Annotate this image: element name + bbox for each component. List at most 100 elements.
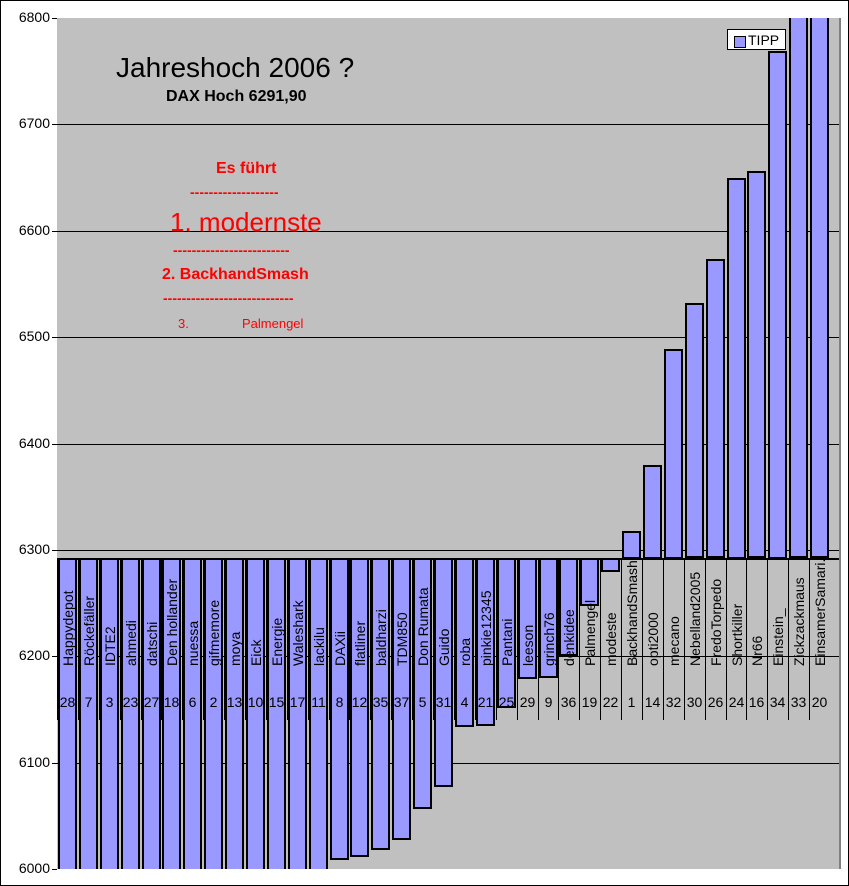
- category-divider: [141, 558, 142, 720]
- rank-label: 6: [188, 694, 197, 710]
- category-label: baldharzi: [373, 609, 389, 666]
- category-divider: [454, 558, 455, 720]
- rank-label: 22: [602, 694, 619, 710]
- category-label: nuessa: [185, 620, 201, 666]
- category-label: EinsamerSamari.: [812, 558, 828, 666]
- category-label: modeste: [603, 612, 619, 666]
- y-tick-mark: [52, 231, 57, 232]
- category-label: Guido: [436, 628, 452, 666]
- divider: ----------------------------: [163, 290, 294, 306]
- category-label: pinkie12345: [478, 590, 494, 666]
- rank-label: 28: [59, 694, 76, 710]
- y-tick-mark: [52, 124, 57, 125]
- rank-label: 9: [544, 694, 553, 710]
- gridline: [57, 231, 839, 232]
- category-label: Energie: [269, 617, 285, 666]
- category-divider: [203, 558, 204, 720]
- category-divider: [391, 558, 392, 720]
- bar-mecano: [664, 349, 683, 559]
- y-tick-label: 6700: [18, 115, 50, 131]
- category-divider: [266, 558, 267, 720]
- category-label: roba: [457, 637, 473, 666]
- category-divider: [663, 558, 664, 720]
- rank-label: 16: [748, 694, 765, 710]
- category-divider: [433, 558, 434, 720]
- chart-title: Jahreshoch 2006 ?: [116, 52, 355, 83]
- category-divider: [329, 558, 330, 720]
- rank-label: 8: [335, 694, 344, 710]
- category-label: lackilu: [311, 627, 327, 666]
- rank-label: 10: [247, 694, 264, 710]
- rank-label: 32: [665, 694, 682, 710]
- category-divider: [767, 558, 768, 720]
- category-label: Waleshark: [290, 600, 306, 666]
- rank-label: 4: [460, 694, 469, 710]
- category-divider: [308, 558, 309, 720]
- category-label: Nr66: [749, 635, 765, 666]
- rank-label: 29: [519, 694, 536, 710]
- y-tick-label: 6800: [18, 9, 50, 25]
- category-label: gifmemore: [206, 599, 222, 666]
- category-label: Röckefäller: [81, 595, 97, 666]
- y-tick-label: 6000: [18, 860, 50, 876]
- rank-label: 1: [627, 694, 636, 710]
- rank-label: 33: [790, 694, 807, 710]
- category-divider: [57, 558, 58, 720]
- category-divider: [621, 558, 622, 720]
- first-place: 1. modernste: [170, 207, 322, 237]
- category-divider: [705, 558, 706, 720]
- category-divider: [642, 558, 643, 720]
- category-divider: [370, 558, 371, 720]
- bar-backhandsmash: [622, 531, 641, 559]
- bar-zickzackmaus: [789, 18, 808, 558]
- rank-label: 5: [418, 694, 427, 710]
- bar-shortkiller: [727, 178, 746, 559]
- rank-label: 24: [728, 694, 745, 710]
- rank-label: 3: [105, 694, 114, 710]
- category-label: Palmengel: [582, 599, 598, 666]
- plot-area: Happydepot 28 Röckefäller 7 IDTE2 3 ahmedi 23 da…: [57, 18, 841, 869]
- legend-label: TIPP: [748, 32, 780, 48]
- legend: TIPP: [727, 29, 786, 50]
- rank-label: 17: [289, 694, 306, 710]
- category-divider: [684, 558, 685, 720]
- rank-label: 37: [393, 694, 410, 710]
- category-label: FredoTorpedo: [708, 578, 724, 666]
- rank-label: 18: [163, 694, 180, 710]
- rank-label: 31: [435, 694, 452, 710]
- category-divider: [161, 558, 162, 720]
- category-label: datschi: [144, 621, 160, 666]
- category-label: Einstein_: [770, 608, 786, 666]
- category-divider: [99, 558, 100, 720]
- category-divider: [746, 558, 747, 720]
- category-label: grinch76: [541, 612, 557, 666]
- third-place-number: 3.: [178, 316, 189, 331]
- y-tick-label: 6400: [18, 435, 50, 451]
- bar-einstein-: [768, 51, 787, 559]
- category-divider: [579, 558, 580, 720]
- category-label: IDTE2: [102, 626, 118, 666]
- rank-label: 36: [560, 694, 577, 710]
- y-tick-mark: [52, 656, 57, 657]
- second-place: 2. BackhandSmash: [162, 266, 309, 283]
- rank-label: 27: [143, 694, 160, 710]
- category-divider: [412, 558, 413, 720]
- rank-label: 15: [268, 694, 285, 710]
- y-tick-mark: [52, 550, 57, 551]
- category-divider: [788, 558, 789, 720]
- rank-label: 14: [644, 694, 661, 710]
- third-place-name: Palmengel: [242, 316, 304, 331]
- y-tick-label: 6100: [18, 754, 50, 770]
- y-tick-label: 6300: [18, 541, 50, 557]
- bar-nebelland2005: [685, 303, 704, 558]
- rank-label: 35: [372, 694, 389, 710]
- rank-label: 12: [351, 694, 368, 710]
- category-label: Nebelland2005: [687, 571, 703, 666]
- category-label: Den hollander: [164, 578, 180, 666]
- baseline-dax-high: [57, 558, 839, 560]
- category-label: Don Rumata: [415, 587, 431, 666]
- category-divider: [809, 558, 810, 720]
- category-divider: [600, 558, 601, 720]
- gridline: [57, 550, 839, 551]
- rank-label: 25: [498, 694, 515, 710]
